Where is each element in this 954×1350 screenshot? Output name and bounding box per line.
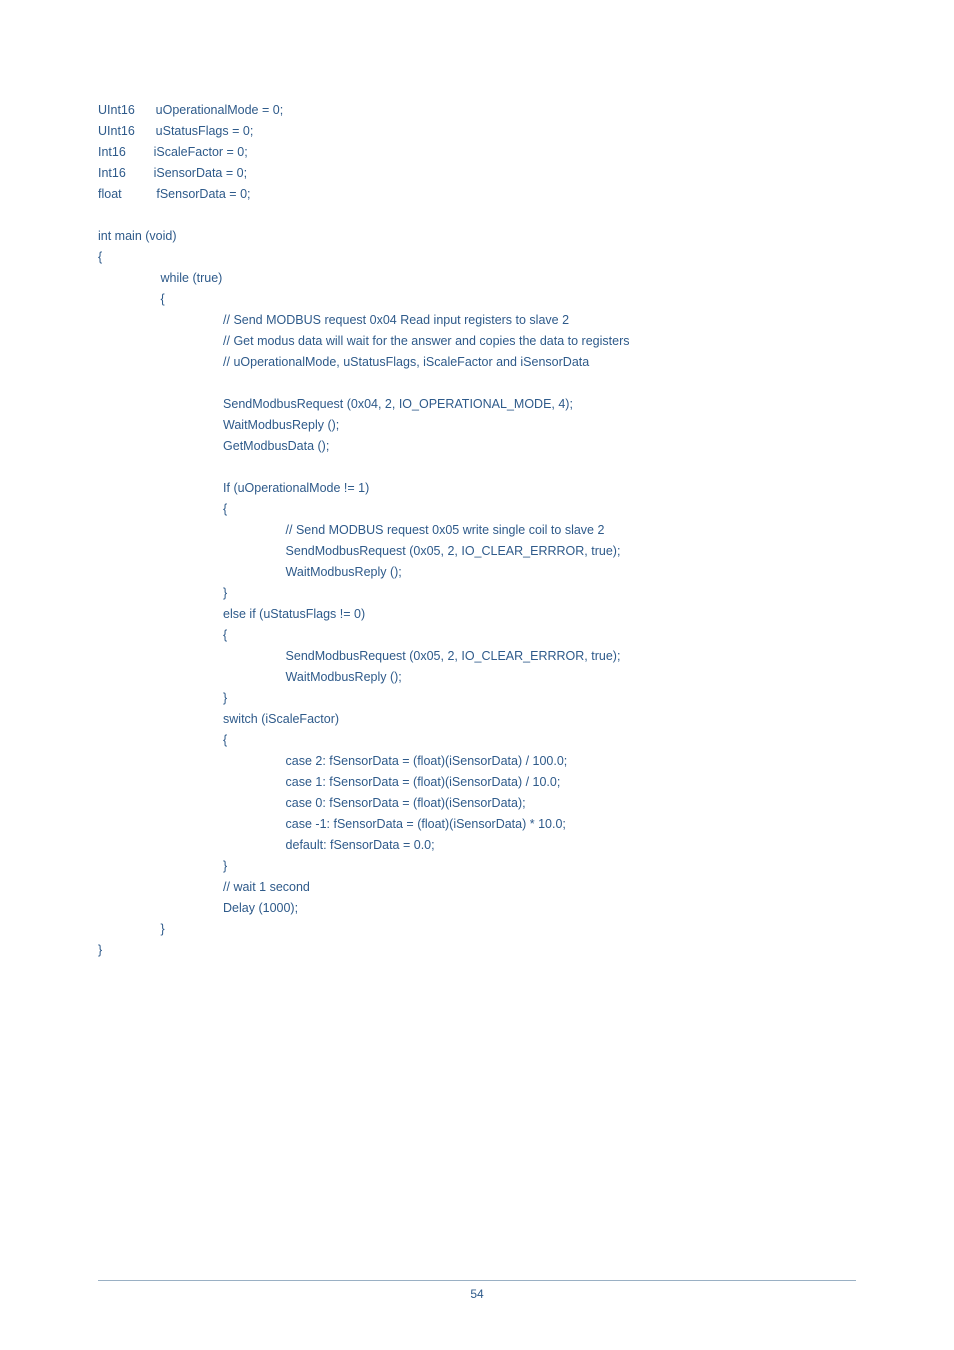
code-line: WaitModbusReply (); xyxy=(98,562,856,583)
code-line: case 1: fSensorData = (float)(iSensorDat… xyxy=(98,772,856,793)
code-line: { xyxy=(98,730,856,751)
code-line: case 0: fSensorData = (float)(iSensorDat… xyxy=(98,793,856,814)
code-line: SendModbusRequest (0x05, 2, IO_CLEAR_ERR… xyxy=(98,646,856,667)
code-line: { xyxy=(98,625,856,646)
blank-line xyxy=(98,457,856,478)
code-line: } xyxy=(98,940,856,961)
code-line: // Send MODBUS request 0x05 write single… xyxy=(98,520,856,541)
code-line: SendModbusRequest (0x05, 2, IO_CLEAR_ERR… xyxy=(98,541,856,562)
code-line: Int16 iSensorData = 0; xyxy=(98,163,856,184)
code-line: UInt16 uStatusFlags = 0; xyxy=(98,121,856,142)
code-block: UInt16 uOperationalMode = 0;UInt16 uStat… xyxy=(98,100,856,961)
code-line: WaitModbusReply (); xyxy=(98,415,856,436)
code-line: // wait 1 second xyxy=(98,877,856,898)
code-line: Delay (1000); xyxy=(98,898,856,919)
page-number: 54 xyxy=(470,1287,483,1301)
code-line: case 2: fSensorData = (float)(iSensorDat… xyxy=(98,751,856,772)
page-content: UInt16 uOperationalMode = 0;UInt16 uStat… xyxy=(0,0,954,1280)
code-line: } xyxy=(98,583,856,604)
code-line: // Get modus data will wait for the answ… xyxy=(98,331,856,352)
code-line: } xyxy=(98,688,856,709)
code-line: } xyxy=(98,919,856,940)
code-line: switch (iScaleFactor) xyxy=(98,709,856,730)
code-line: } xyxy=(98,856,856,877)
page-footer: 54 xyxy=(98,1280,856,1331)
code-line: while (true) xyxy=(98,268,856,289)
code-line: // Send MODBUS request 0x04 Read input r… xyxy=(98,310,856,331)
code-line: { xyxy=(98,247,856,268)
code-line: WaitModbusReply (); xyxy=(98,667,856,688)
code-line: SendModbusRequest (0x04, 2, IO_OPERATION… xyxy=(98,394,856,415)
code-line: float fSensorData = 0; xyxy=(98,184,856,205)
code-line: case -1: fSensorData = (float)(iSensorDa… xyxy=(98,814,856,835)
code-line: else if (uStatusFlags != 0) xyxy=(98,604,856,625)
code-line: Int16 iScaleFactor = 0; xyxy=(98,142,856,163)
code-line: If (uOperationalMode != 1) xyxy=(98,478,856,499)
code-line: // uOperationalMode, uStatusFlags, iScal… xyxy=(98,352,856,373)
code-line: int main (void) xyxy=(98,226,856,247)
blank-line xyxy=(98,373,856,394)
code-line: GetModbusData (); xyxy=(98,436,856,457)
code-line: { xyxy=(98,289,856,310)
code-line: { xyxy=(98,499,856,520)
code-line: default: fSensorData = 0.0; xyxy=(98,835,856,856)
code-line: UInt16 uOperationalMode = 0; xyxy=(98,100,856,121)
blank-line xyxy=(98,205,856,226)
